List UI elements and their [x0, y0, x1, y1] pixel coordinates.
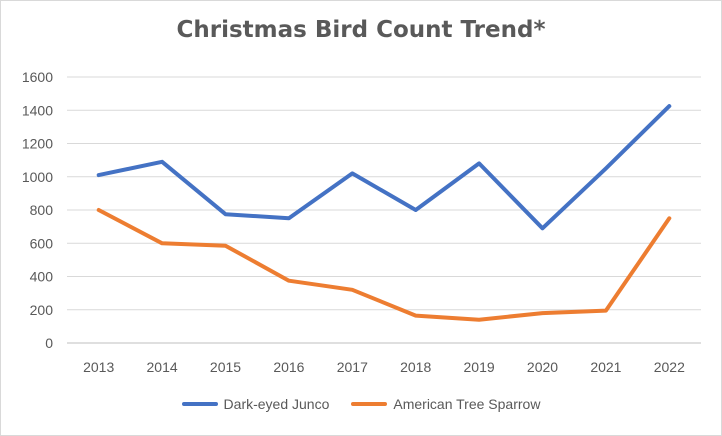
- y-tick-label: 200: [30, 302, 54, 318]
- legend-item-sparrow: American Tree Sparrow: [351, 396, 540, 412]
- legend-item-junco: Dark-eyed Junco: [181, 396, 330, 412]
- y-tick-label: 400: [30, 269, 54, 285]
- x-tick-label: 2017: [337, 359, 368, 375]
- legend-label-sparrow: American Tree Sparrow: [393, 396, 541, 412]
- y-tick-label: 1000: [22, 169, 53, 185]
- y-tick-label: 1600: [22, 69, 53, 85]
- x-tick-label: 2018: [400, 359, 431, 375]
- x-tick-label: 2015: [210, 359, 241, 375]
- legend-swatch-sparrow: [351, 402, 388, 406]
- legend: Dark-eyed Junco American Tree Sparrow: [1, 396, 721, 412]
- legend-swatch-junco: [181, 402, 218, 406]
- y-tick-label: 600: [30, 235, 54, 251]
- x-tick-label: 2013: [83, 359, 114, 375]
- y-tick-label: 1200: [22, 136, 53, 152]
- x-tick-label: 2019: [464, 359, 495, 375]
- y-tick-label: 800: [30, 202, 54, 218]
- y-tick-label: 1400: [22, 102, 53, 118]
- series-line-american-tree-sparrow: [96, 208, 672, 322]
- series-line-dark-eyed-junco: [96, 104, 672, 231]
- x-tick-label: 2016: [273, 359, 304, 375]
- x-tick-label: 2020: [527, 359, 558, 375]
- x-tick-label: 2021: [590, 359, 621, 375]
- chart-title: Christmas Bird Count Trend*: [176, 17, 546, 43]
- legend-label-junco: Dark-eyed Junco: [223, 396, 330, 412]
- x-tick-label: 2022: [654, 359, 685, 375]
- y-tick-label: 0: [45, 335, 53, 351]
- x-tick-label: 2014: [147, 359, 178, 375]
